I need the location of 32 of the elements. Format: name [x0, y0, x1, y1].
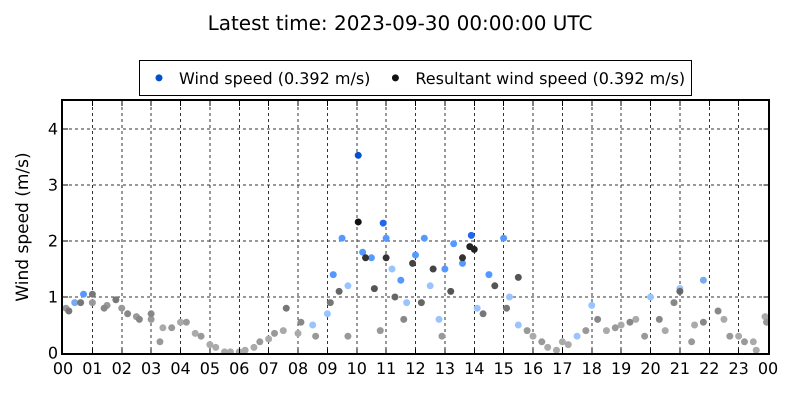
x-tick-label: 21 — [670, 358, 690, 378]
x-tick-label: 08 — [288, 358, 308, 378]
x-tick-label: 14 — [464, 358, 484, 378]
y-tick-label: 1 — [48, 288, 58, 307]
x-tick-label: 05 — [200, 358, 220, 378]
legend-label: Resultant wind speed (0.392 m/s) — [415, 69, 686, 88]
x-tick-label: 17 — [552, 358, 573, 378]
x-tick-label: 19 — [610, 358, 632, 378]
y-tick-label: 2 — [48, 232, 58, 251]
y-axis-title: Wind speed (m/s) — [12, 152, 33, 302]
x-tick-label: 20 — [640, 358, 661, 378]
x-tick-label: 02 — [112, 358, 132, 378]
x-tick-label: 16 — [522, 358, 544, 378]
x-tick-label: 10 — [346, 358, 367, 378]
legend-label: Wind speed (0.392 m/s) — [179, 69, 370, 88]
y-tick-label: 3 — [48, 176, 58, 195]
x-tick-label: 03 — [140, 358, 162, 378]
x-tick-label: 07 — [258, 358, 279, 378]
chart-title: Latest time: 2023-09-30 00:00:00 UTC — [208, 11, 592, 35]
x-tick-label: 23 — [728, 358, 749, 378]
x-tick-label: 04 — [170, 358, 191, 378]
x-tick-label: 18 — [582, 358, 602, 378]
x-tick-label: 06 — [229, 358, 250, 378]
x-tick-label: 00 — [758, 358, 778, 378]
x-tick-label: 22 — [699, 358, 720, 378]
y-tick-label: 4 — [48, 120, 58, 139]
x-tick-label: 15 — [493, 358, 514, 378]
x-tick-label: 09 — [317, 358, 338, 378]
x-tick-label: 11 — [376, 358, 396, 378]
x-tick-label: 12 — [405, 358, 426, 378]
x-tick-label: 01 — [82, 358, 103, 378]
x-tick-label: 13 — [434, 358, 456, 378]
